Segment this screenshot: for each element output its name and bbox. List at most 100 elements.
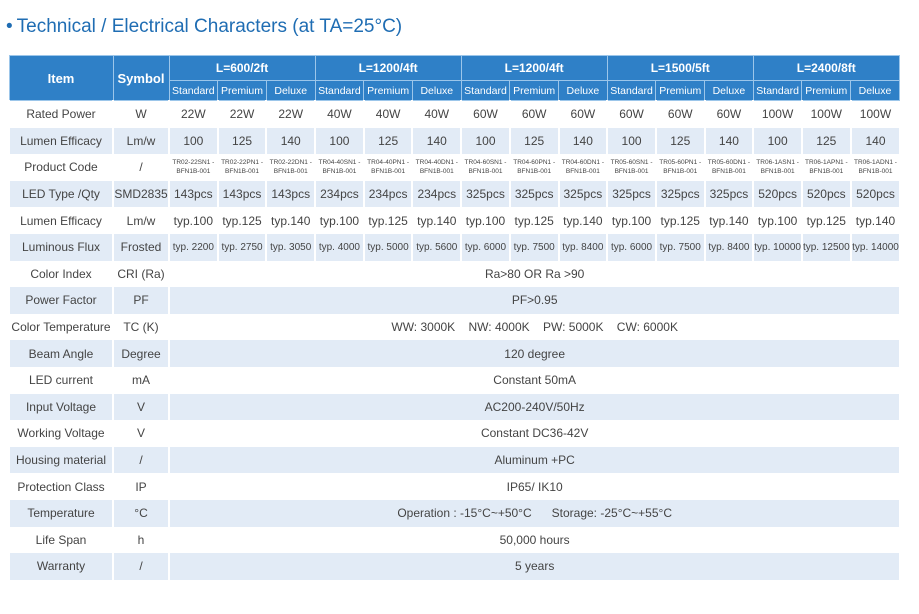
row-value: TR05-60PN1 -BFN1B-001 xyxy=(654,154,705,181)
row-value: 100W xyxy=(800,100,851,128)
row-symbol: V xyxy=(112,393,169,421)
row-value: TR04-40SN1 -BFN1B-001 xyxy=(314,154,364,181)
row-value: 325pcs xyxy=(557,180,608,208)
row-value: TR06-1ASN1 -BFN1B-001 xyxy=(752,154,802,181)
table-row: Protection Class IP IP65/ IK10 xyxy=(8,473,900,500)
header-group: L=1200/4ft xyxy=(460,55,608,81)
row-value: typ. 2200 xyxy=(168,233,218,261)
row-value: typ. 14000 xyxy=(849,233,900,261)
row-value: 100W xyxy=(849,100,900,128)
row-value: 520pcs xyxy=(752,180,802,208)
row-value: typ.125 xyxy=(800,207,851,234)
row-symbol: PF xyxy=(112,287,169,314)
row-item: Lumen Efficacy xyxy=(8,127,113,155)
row-value: 60W xyxy=(703,100,754,128)
table-row: Lumen Efficacy Lm/w 100 125 140 100 125 140 100 1… xyxy=(8,127,900,155)
row-value: typ.100 xyxy=(752,207,802,234)
row-value: TR04-40PN1 -BFN1B-001 xyxy=(362,154,413,181)
row-symbol: V xyxy=(112,420,169,447)
row-value: 140 xyxy=(703,127,754,155)
row-value-span: Operation : -15°C~+50°C Storage: -25°C~+… xyxy=(167,499,900,527)
row-value: 60W xyxy=(606,100,656,128)
row-item: Input Voltage xyxy=(8,393,113,421)
row-value: 234pcs xyxy=(362,180,413,208)
row-value: typ. 10000 xyxy=(752,233,802,261)
row-value: 143pcs xyxy=(216,180,267,208)
row-value: 125 xyxy=(362,127,413,155)
row-symbol: CRI (Ra) xyxy=(112,260,169,288)
row-value: 125 xyxy=(654,127,705,155)
header-variant: Standard xyxy=(314,80,365,101)
row-symbol: SMD2835 xyxy=(112,180,169,208)
row-value: 520pcs xyxy=(800,180,851,208)
row-value: 140 xyxy=(265,127,316,155)
table-row: Color Temperature TC (K) WW: 3000K NW: 400… xyxy=(8,313,900,341)
row-symbol: Lm/w xyxy=(112,207,169,234)
row-symbol: h xyxy=(112,526,169,554)
row-value: typ. 5000 xyxy=(362,233,413,261)
row-value: 325pcs xyxy=(508,180,559,208)
row-value: 140 xyxy=(557,127,608,155)
row-value-span: PF>0.95 xyxy=(167,287,900,314)
row-value: 140 xyxy=(849,127,900,155)
header-variant: Premium xyxy=(217,80,267,101)
row-item: Lumen Efficacy xyxy=(8,207,113,234)
row-value: 60W xyxy=(557,100,608,128)
header-variant: Deluxe xyxy=(265,80,316,101)
row-symbol: / xyxy=(112,154,169,181)
table-row: Temperature °C Operation : -15°C~+50°C Sto… xyxy=(8,499,900,527)
row-value: 234pcs xyxy=(411,180,462,208)
header-variant: Premium xyxy=(801,80,852,101)
header-variant: Deluxe xyxy=(704,80,754,101)
row-symbol: Degree xyxy=(112,340,169,367)
row-symbol: mA xyxy=(112,366,169,394)
row-value: typ.100 xyxy=(168,207,218,234)
row-value: TR02-22SN1 -BFN1B-001 xyxy=(168,154,218,181)
row-item: Warranty xyxy=(8,553,113,580)
row-value: typ. 4000 xyxy=(314,233,364,261)
table-row: Power Factor PF PF>0.95 xyxy=(8,287,900,314)
row-value-span: IP65/ IK10 xyxy=(167,473,900,500)
row-item: Beam Angle xyxy=(8,340,113,367)
row-value: TR06-1APN1 -BFN1B-001 xyxy=(800,154,851,181)
row-value: 100W xyxy=(752,100,802,128)
row-value: typ. 3050 xyxy=(265,233,316,261)
header-variant: Standard xyxy=(606,80,657,101)
title-text: Technical / Electrical Characters (at TA… xyxy=(16,16,403,37)
row-symbol: Frosted xyxy=(112,233,169,261)
row-value: TR02-22DN1 -BFN1B-001 xyxy=(265,154,316,181)
row-value: 143pcs xyxy=(265,180,316,208)
row-value: 22W xyxy=(216,100,267,128)
table-row: Product Code / TR02-22SN1 -BFN1B-001 TR02-2… xyxy=(8,154,900,181)
row-value-span: 5 years xyxy=(167,553,900,580)
row-value: 40W xyxy=(362,100,413,128)
row-value: 125 xyxy=(800,127,851,155)
row-value: 520pcs xyxy=(849,180,900,208)
row-value: 100 xyxy=(460,127,510,155)
row-value-span: Ra>80 OR Ra >90 xyxy=(167,260,900,288)
row-item: Color Index xyxy=(8,260,113,288)
row-value: 22W xyxy=(265,100,316,128)
header-variant: Standard xyxy=(460,80,511,101)
row-value-span: 120 degree xyxy=(167,340,900,367)
row-symbol: °C xyxy=(112,499,169,527)
header-variant: Premium xyxy=(363,80,413,101)
row-value-span: Constant DC36-42V xyxy=(167,420,900,447)
row-value: typ. 6000 xyxy=(606,233,656,261)
row-item: Luminous Flux xyxy=(8,233,113,261)
row-item: Protection Class xyxy=(8,473,113,500)
header-item: Item xyxy=(8,55,114,101)
row-item: LED Type /Qty xyxy=(8,180,113,208)
header-variant: Premium xyxy=(509,80,560,101)
row-symbol: IP xyxy=(112,473,169,500)
row-value: 325pcs xyxy=(703,180,754,208)
table-row: Color Index CRI (Ra) Ra>80 OR Ra >90 xyxy=(8,260,900,288)
row-value: 100 xyxy=(314,127,364,155)
row-value: typ. 8400 xyxy=(557,233,608,261)
row-value: 40W xyxy=(411,100,462,128)
row-value: typ.100 xyxy=(314,207,364,234)
row-value: 325pcs xyxy=(606,180,656,208)
table-row: Lumen Efficacy Lm/w typ.100 typ.125 typ.140 t… xyxy=(8,207,900,234)
table-row: Warranty/5 years xyxy=(8,553,900,580)
row-value: 100 xyxy=(752,127,802,155)
